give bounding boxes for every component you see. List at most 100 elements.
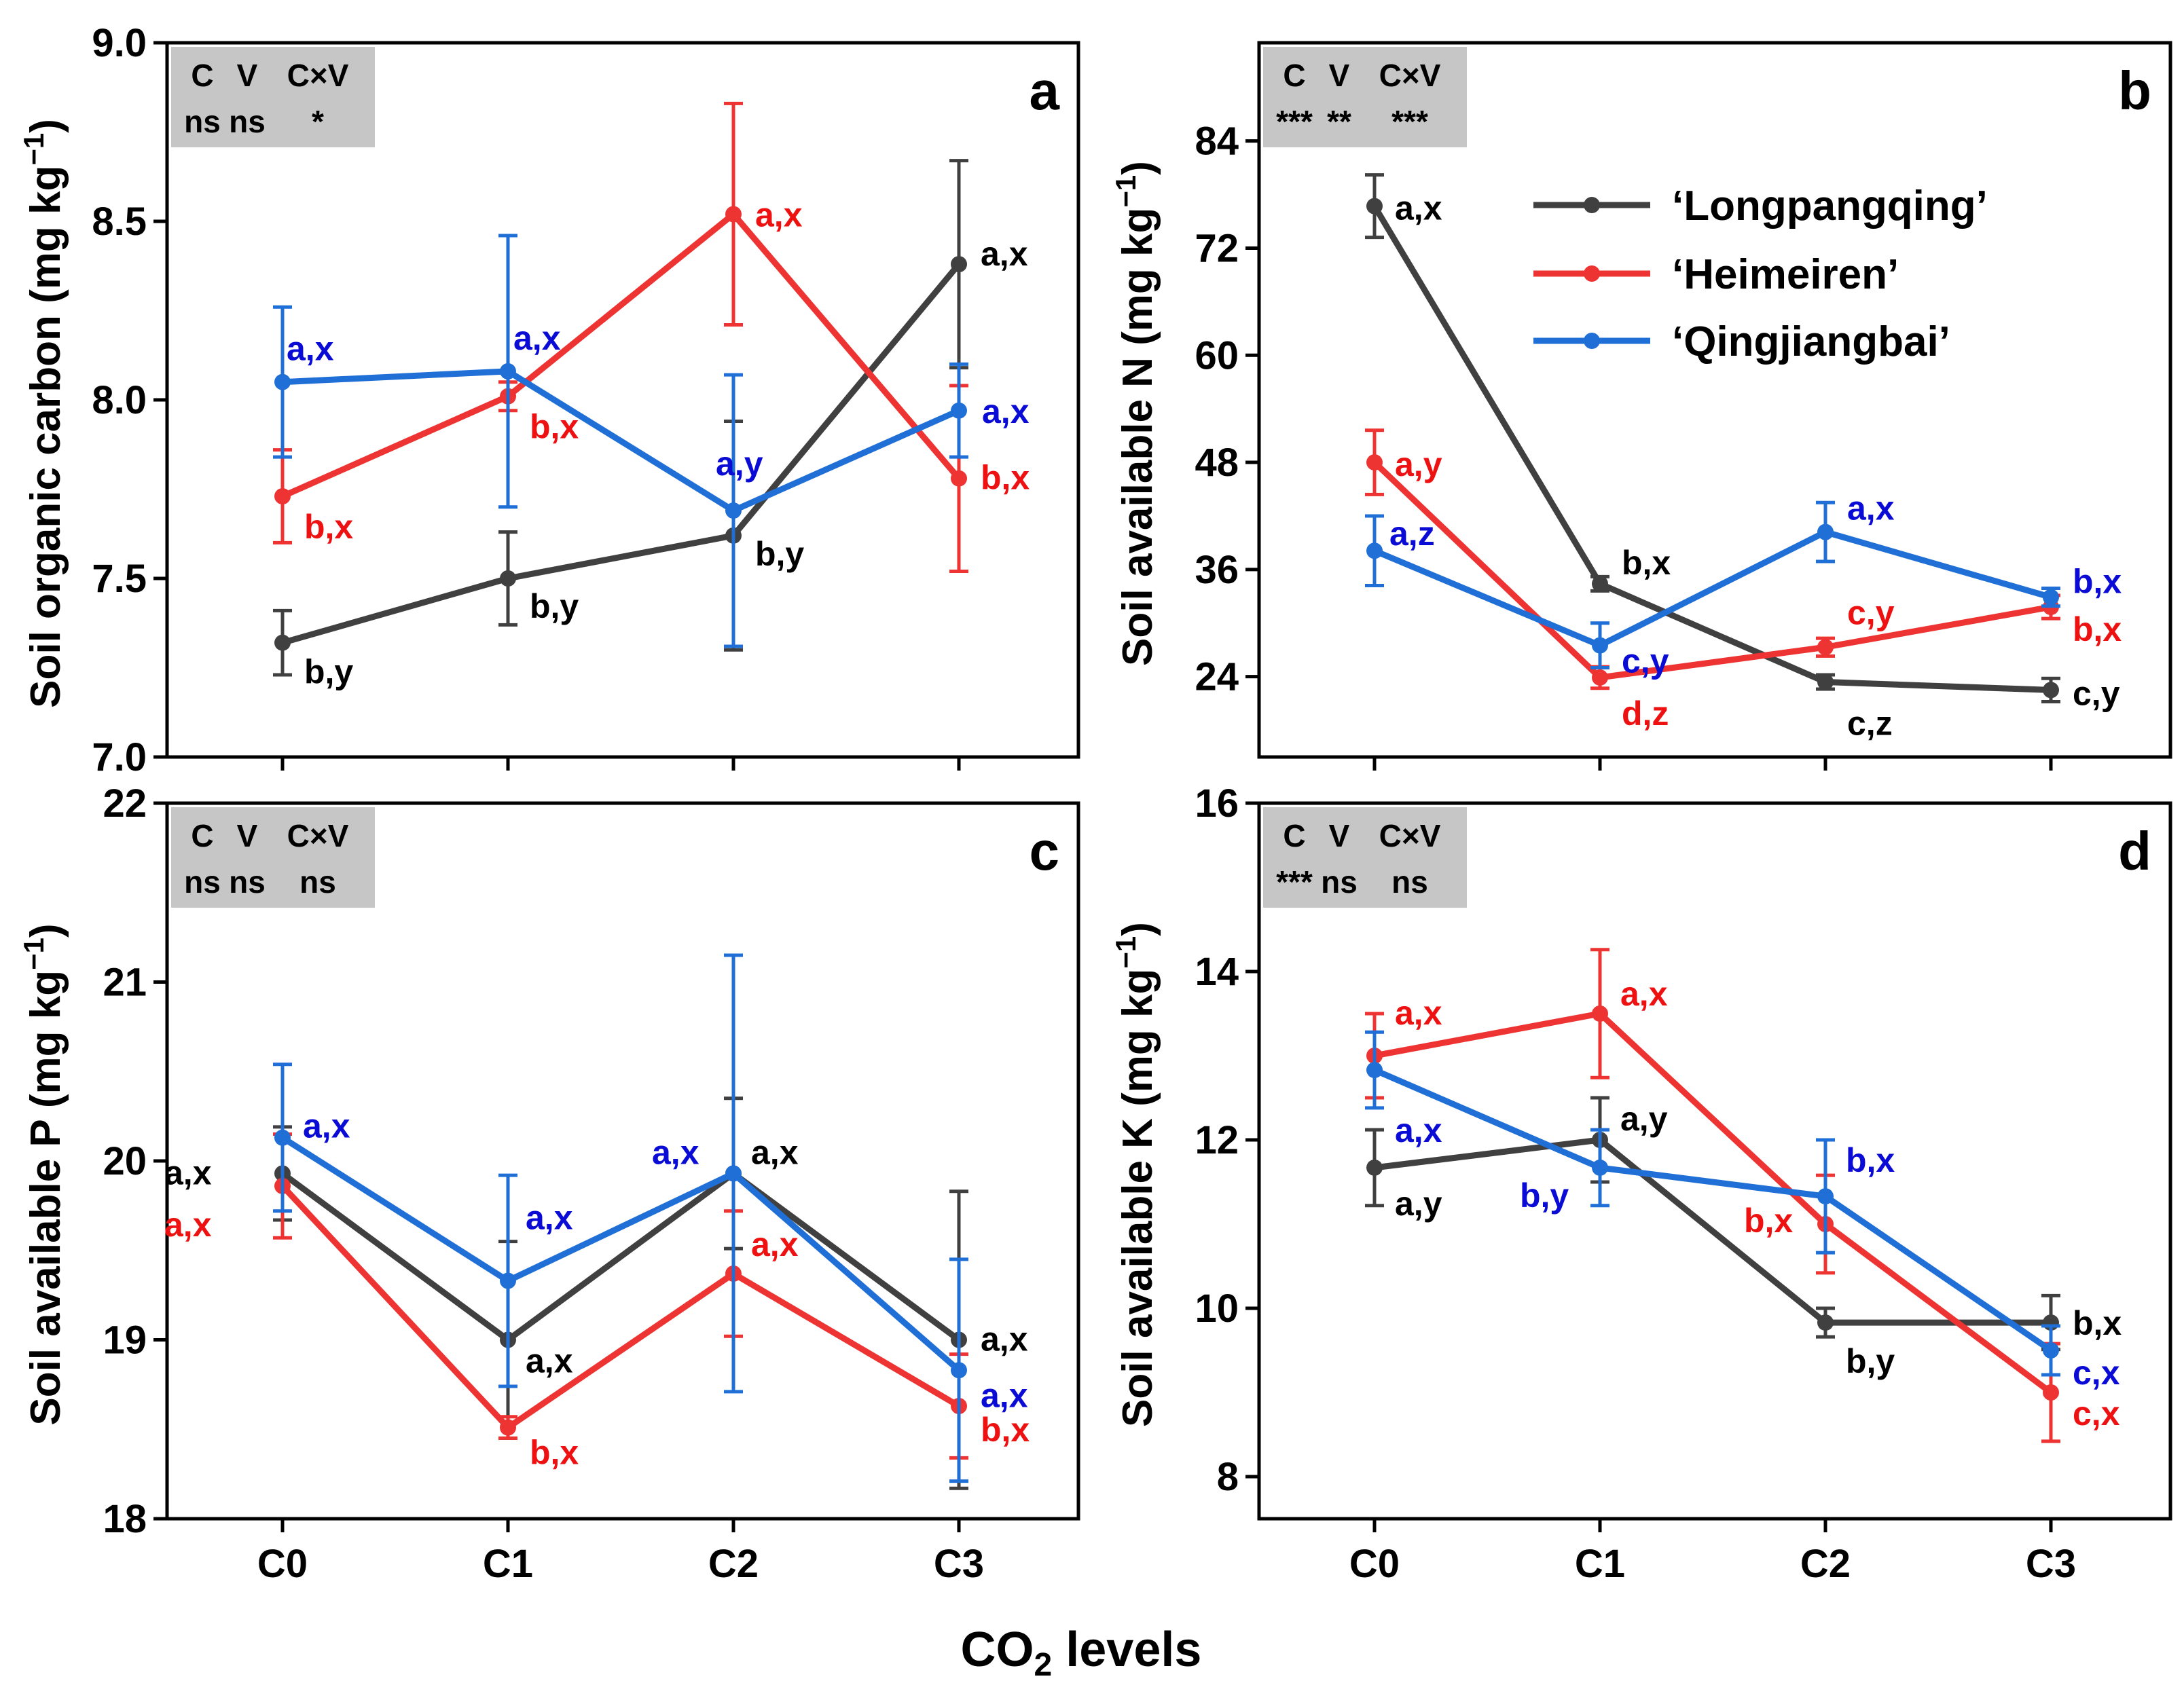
series-longpangqing: a,x b,x c,z c,y — [1365, 173, 2120, 743]
stats-value: ns — [229, 104, 266, 139]
panel-letter: a — [1030, 60, 1060, 121]
y-tick-label: 8.0 — [92, 378, 147, 422]
series-line — [1374, 1137, 2051, 1326]
point-label: b,x — [530, 408, 579, 446]
stats-header: C — [1283, 818, 1305, 853]
y-tick-label: 7.0 — [92, 735, 147, 779]
data-point — [500, 1419, 516, 1436]
point-label: c,y — [2073, 674, 2120, 712]
point-label: d,z — [1622, 695, 1669, 733]
point-label: a,x — [303, 1107, 350, 1145]
point-label: b,x — [1622, 544, 1671, 582]
data-point — [1366, 542, 1383, 559]
point-label: b,y — [304, 653, 353, 691]
point-label: b,x — [530, 1434, 579, 1472]
y-tick-label: 60 — [1195, 333, 1239, 377]
series-longpangqing: a,x a,x a,x a,x — [164, 1096, 1028, 1490]
point-label: a,x — [1395, 994, 1442, 1032]
stats-header: C — [1283, 58, 1305, 93]
stats-value: *** — [1276, 104, 1313, 139]
point-label: b,y — [755, 535, 804, 573]
plot-frame — [165, 801, 1080, 1521]
data-point — [500, 1272, 516, 1289]
data-point — [951, 1362, 967, 1379]
data-point — [274, 373, 291, 390]
y-tick-label: 10 — [1195, 1287, 1239, 1331]
data-point — [274, 634, 291, 651]
point-label: a,x — [755, 196, 803, 234]
data-point — [2043, 682, 2059, 699]
panels: 7.0 7.5 8.0 8.5 9.0 Soil organic carbon (mg k… — [18, 21, 2172, 1586]
legend: ‘Longpangqing’ ‘Heimeiren’ ‘Qingjiangbai’ — [1533, 183, 1988, 365]
y-tick-label: 21 — [103, 961, 147, 1005]
stats-value: ns — [184, 104, 221, 139]
point-label: a,y — [1620, 1100, 1668, 1138]
panel-d: 8 10 12 14 16 C0 C1 C2 C3 Soil available K (mg kg… — [1110, 781, 2172, 1586]
legend-label: ‘Heimeiren’ — [1672, 251, 1899, 298]
data-point — [500, 570, 516, 587]
x-tick-label: C1 — [1575, 1542, 1625, 1586]
series-line — [282, 368, 960, 514]
y-tick-label: 72 — [1195, 226, 1239, 270]
point-label: a,x — [513, 319, 561, 357]
data-point — [951, 470, 967, 487]
y-tick-label: 36 — [1195, 548, 1239, 592]
point-label: a,x — [981, 235, 1028, 273]
y-tick-label: 84 — [1195, 119, 1239, 164]
y-tick-label: 12 — [1195, 1118, 1239, 1162]
y-tick-label: 7.5 — [92, 557, 147, 601]
point-label: b,x — [1744, 1202, 1793, 1240]
stats-box — [171, 47, 375, 147]
stats-value: ns — [1321, 864, 1358, 900]
stats-box — [171, 807, 375, 908]
data-point — [1817, 1314, 1834, 1331]
point-label: c,x — [2073, 1354, 2120, 1392]
stats-header: V — [237, 818, 258, 853]
point-label: b,x — [981, 459, 1030, 497]
series-line — [1372, 204, 2052, 693]
point-label: a,x — [751, 1133, 799, 1171]
series-line — [281, 262, 962, 646]
y-tick-label: 22 — [103, 781, 147, 826]
series-qingjiangbai: a,x a,x a,y a,x — [273, 234, 1030, 648]
point-label: b,x — [304, 508, 353, 546]
y-axis-label: Soil available K (mg kg−1) — [1110, 922, 1161, 1427]
x-tick-label: C3 — [934, 1542, 984, 1586]
x-axis-title-subscript: 2 — [1034, 1647, 1053, 1683]
y-axis-label: Soil organic carbon (mg kg−1) — [18, 119, 69, 708]
data-point — [500, 363, 516, 380]
data-point — [2043, 1342, 2059, 1359]
stats-header: V — [237, 58, 258, 93]
x-tick-label: C3 — [2026, 1542, 2076, 1586]
panel-a: 7.0 7.5 8.0 8.5 9.0 Soil organic carbon (mg k… — [18, 21, 1080, 779]
y-tick-label: 16 — [1195, 781, 1239, 826]
data-point — [1592, 1159, 1608, 1176]
stats-header: C×V — [1379, 818, 1441, 853]
series-heimeiren: b,x b,x a,x b,x — [273, 101, 1030, 573]
point-label: a,x — [1620, 975, 1668, 1013]
series-qingjiangbai: a,x b,y b,x c,x — [1365, 1030, 2120, 1392]
point-label: c,x — [2073, 1394, 2120, 1433]
point-label: a,x — [751, 1225, 799, 1263]
point-label: a,y — [1395, 1185, 1442, 1223]
stats-value: ns — [184, 864, 221, 900]
data-point — [1817, 639, 1834, 656]
panel-letter: c — [1030, 821, 1060, 881]
data-point — [274, 1129, 291, 1146]
panel-b: 24 36 48 60 72 84 Soil available N (mg kg−1) b C… — [1110, 41, 2172, 771]
point-label: a,x — [982, 392, 1030, 430]
point-label: b,x — [1846, 1141, 1895, 1179]
point-label: a,x — [981, 1320, 1028, 1359]
y-axis-label: Soil available N (mg kg−1) — [1110, 161, 1161, 666]
point-label: a,x — [164, 1206, 212, 1244]
data-point — [1592, 669, 1608, 686]
series-line — [1373, 1067, 2053, 1353]
stats-value: ** — [1327, 104, 1351, 139]
point-label: c,z — [1847, 705, 1893, 743]
point-label: a,z — [1389, 515, 1435, 553]
stats-header: C×V — [1379, 58, 1441, 93]
point-label: b,y — [1846, 1342, 1895, 1380]
point-label: a,x — [652, 1133, 699, 1171]
y-tick-label: 8 — [1217, 1455, 1239, 1499]
point-label: a,x — [1847, 489, 1895, 528]
